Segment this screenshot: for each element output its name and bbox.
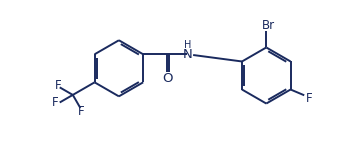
Text: N: N [183,48,193,61]
Text: Br: Br [261,19,275,32]
Text: O: O [162,72,173,85]
Text: F: F [78,105,84,118]
Text: F: F [52,96,59,109]
Text: F: F [306,92,312,105]
Text: H: H [184,40,192,50]
Text: F: F [55,79,62,92]
